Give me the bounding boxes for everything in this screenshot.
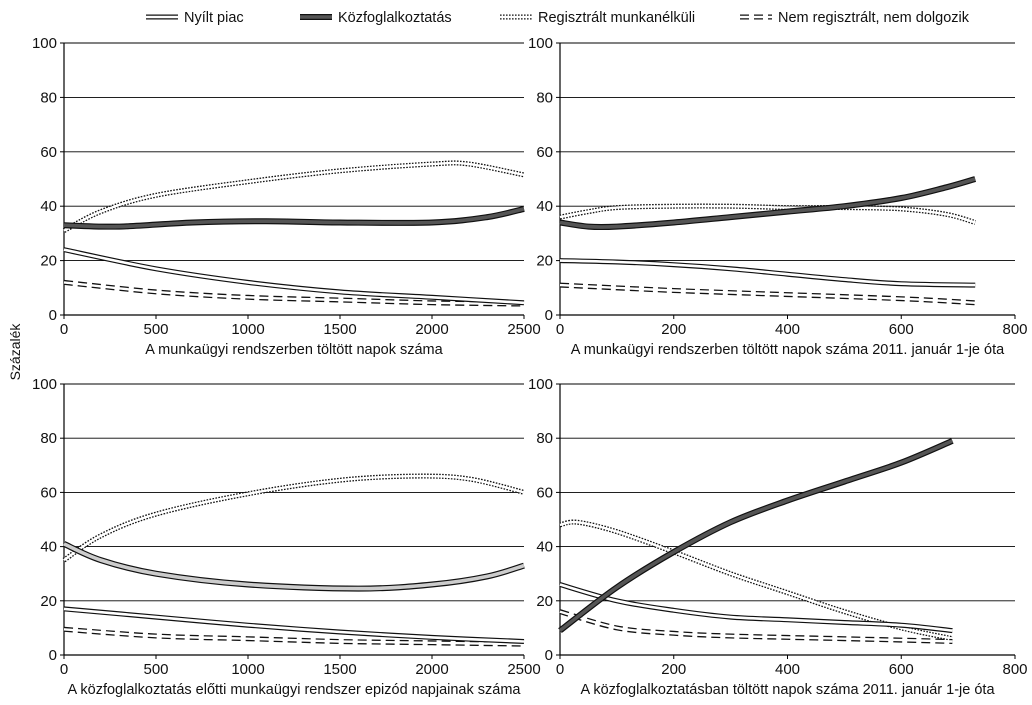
y-axis-label: Százalék (7, 323, 23, 381)
y-tick-label: 100 (32, 35, 57, 52)
y-tick-label: 20 (536, 253, 553, 270)
x-axis-title: A munkaügyi rendszerben töltött napok sz… (145, 342, 443, 358)
x-axis-title: A közfoglalkoztatás előtti munkaügyi ren… (68, 682, 522, 698)
series-line-nyilt-piac (559, 582, 953, 634)
x-tick-label: 1500 (323, 661, 356, 678)
x-tick-label: 2500 (507, 321, 540, 338)
series-line-kozfoglalkoztatas (63, 205, 525, 230)
series-line-nem-regisztralt-nem-dolgozik (63, 626, 525, 647)
series-line-nyilt-piac (63, 247, 525, 306)
y-tick-label: 0 (545, 307, 553, 324)
y-tick-label: 60 (536, 144, 553, 161)
x-tick-label: 2500 (507, 661, 540, 678)
x-tick-label: 1000 (231, 661, 264, 678)
series-line-regisztralt-munkanelkuli (559, 519, 953, 642)
y-tick-label: 20 (536, 593, 553, 610)
x-axis-title: A közfoglalkoztatásban töltött napok szá… (580, 682, 995, 698)
legend-label: Közfoglalkoztatás (338, 10, 452, 26)
x-tick-label: 0 (556, 321, 564, 338)
legend-item-nyilt-piac: Nyílt piac (146, 10, 244, 26)
y-tick-label: 60 (536, 484, 553, 501)
x-axis-title: A munkaügyi rendszerben töltött napok sz… (571, 342, 1005, 358)
series-line-nem-regisztralt-nem-dolgozik (559, 282, 976, 306)
legend-label: Nyílt piac (184, 10, 244, 26)
series-line-kozfoglalkoztatas (559, 176, 977, 231)
x-tick-label: 400 (775, 661, 800, 678)
series-line-nem-regisztralt-nem-dolgozik (559, 609, 953, 644)
y-tick-label: 40 (40, 539, 57, 556)
legend-item-kozfoglalkoztatas: Közfoglalkoztatás (300, 10, 452, 26)
y-tick-label: 100 (528, 35, 553, 52)
series-line-nyilt-piac (559, 258, 976, 288)
y-tick-label: 100 (32, 376, 57, 393)
y-tick-label: 20 (40, 593, 57, 610)
panel-bottom-right: 0 20 40 60 80 100 0 200 400 600 800 A közfoglalkozt… (528, 376, 1028, 698)
x-tick-label: 200 (661, 661, 686, 678)
x-tick-label: 600 (889, 321, 914, 338)
x-tick-label: 1500 (323, 321, 356, 338)
series-line-nyilt-piac (63, 606, 525, 644)
series-line-regisztralt-munkanelkuli (559, 203, 976, 225)
y-tick-label: 80 (40, 430, 57, 447)
series-line-kozfoglalkoztatas (558, 438, 954, 633)
x-tick-label: 200 (661, 321, 686, 338)
x-tick-label: 2000 (415, 321, 448, 338)
series-line-nem-regisztralt-nem-dolgozik (63, 279, 525, 307)
y-tick-label: 100 (528, 376, 553, 393)
x-tick-label: 0 (60, 661, 68, 678)
y-tick-label: 0 (49, 647, 57, 664)
y-tick-label: 40 (40, 198, 57, 215)
y-tick-label: 80 (536, 89, 553, 106)
series-line-regisztralt-munkanelkuli (62, 473, 525, 563)
series-line-regisztralt-munkanelkuli (62, 160, 525, 233)
legend-label: Nem regisztrált, nem dolgozik (778, 10, 970, 26)
x-tick-label: 1000 (231, 321, 264, 338)
x-tick-label: 2000 (415, 661, 448, 678)
y-tick-label: 20 (40, 253, 57, 270)
panel-top-right: 0 20 40 60 80 100 0 200 400 600 800 A munkaügyi ren… (528, 35, 1028, 358)
x-tick-label: 0 (60, 321, 68, 338)
y-tick-label: 40 (536, 198, 553, 215)
x-tick-label: 800 (1002, 661, 1027, 678)
y-tick-label: 80 (40, 89, 57, 106)
series-line-kozfoglalkoztatas (62, 541, 525, 592)
x-tick-label: 0 (556, 661, 564, 678)
y-tick-label: 60 (40, 484, 57, 501)
x-tick-label: 500 (143, 321, 168, 338)
y-tick-label: 0 (49, 307, 57, 324)
x-tick-label: 800 (1002, 321, 1027, 338)
legend-item-nem-regisztralt-nem-dolgozik: Nem regisztrált, nem dolgozik (740, 10, 970, 26)
y-tick-label: 80 (536, 430, 553, 447)
y-tick-label: 60 (40, 144, 57, 161)
legend-item-regisztralt-munkanelkuli: Regisztrált munkanélküli (500, 10, 695, 26)
x-tick-label: 500 (143, 661, 168, 678)
legend-label: Regisztrált munkanélküli (538, 10, 695, 26)
x-tick-label: 600 (889, 661, 914, 678)
y-tick-label: 40 (536, 539, 553, 556)
x-tick-label: 400 (775, 321, 800, 338)
y-tick-label: 0 (545, 647, 553, 664)
legend: Nyílt piac Közfoglalkoztatás Regisztrált m… (146, 10, 970, 26)
